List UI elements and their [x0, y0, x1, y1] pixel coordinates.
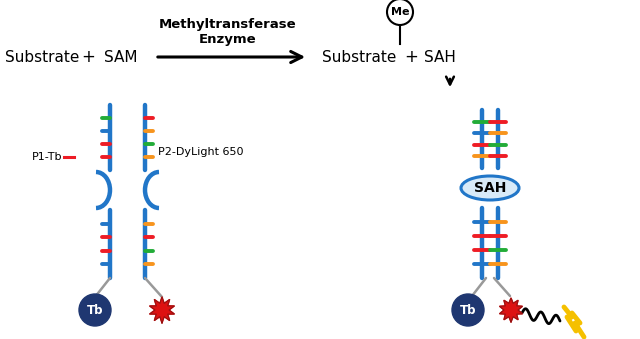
Circle shape	[387, 0, 413, 25]
Text: SAH: SAH	[424, 49, 456, 64]
Text: P2-DyLight 650: P2-DyLight 650	[158, 147, 243, 157]
Text: Methyltransferase: Methyltransferase	[159, 18, 297, 31]
Text: SAM: SAM	[104, 49, 138, 64]
Text: Tb: Tb	[87, 303, 103, 317]
Text: Enzyme: Enzyme	[199, 33, 257, 46]
Text: Substrate: Substrate	[5, 49, 79, 64]
Circle shape	[452, 294, 484, 326]
Text: P1-Tb: P1-Tb	[31, 152, 62, 162]
Text: Tb: Tb	[460, 303, 476, 317]
Text: Me: Me	[391, 7, 409, 17]
Text: SAH: SAH	[474, 181, 506, 195]
Circle shape	[79, 294, 111, 326]
Text: Substrate: Substrate	[322, 49, 396, 64]
Ellipse shape	[461, 176, 519, 200]
Text: +: +	[404, 48, 418, 66]
Text: +: +	[81, 48, 95, 66]
Polygon shape	[150, 297, 174, 323]
Polygon shape	[500, 298, 522, 322]
